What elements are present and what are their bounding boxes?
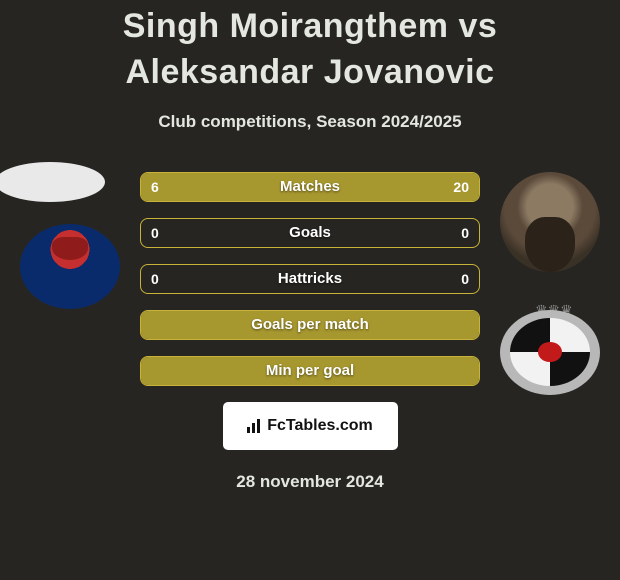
stat-label: Goals per match xyxy=(141,311,479,339)
player-right-club-badge xyxy=(500,310,600,395)
brand-text: FcTables.com xyxy=(267,417,373,435)
player-right-avatar xyxy=(500,172,600,272)
stat-bar: 00Hattricks xyxy=(140,264,480,294)
stat-bar: Goals per match xyxy=(140,310,480,340)
stat-label: Goals xyxy=(141,219,479,247)
page-title: Singh Moirangthem vs Aleksandar Jovanovi… xyxy=(0,0,620,104)
comparison-stage: ♛♛♛ 620Matches00Goals00HattricksGoals pe… xyxy=(0,162,620,492)
bar-chart-icon xyxy=(247,419,263,433)
brand-badge[interactable]: FcTables.com xyxy=(223,402,398,450)
stats-bars: 620Matches 00Goals 00Hattricks Goals per ma… xyxy=(140,162,480,386)
subtitle: Club competitions, Season 2024/2025 xyxy=(0,112,620,132)
player-left-avatar xyxy=(0,162,105,202)
stat-bar: 00Goals xyxy=(140,218,480,248)
player-left-club-badge xyxy=(20,224,120,309)
stat-label: Min per goal xyxy=(141,357,479,385)
date-footer: 28 november 2024 xyxy=(0,472,620,492)
stat-label: Hattricks xyxy=(141,265,479,293)
stat-label: Matches xyxy=(141,173,479,201)
stat-bar: 620Matches xyxy=(140,172,480,202)
stat-bar: Min per goal xyxy=(140,356,480,386)
